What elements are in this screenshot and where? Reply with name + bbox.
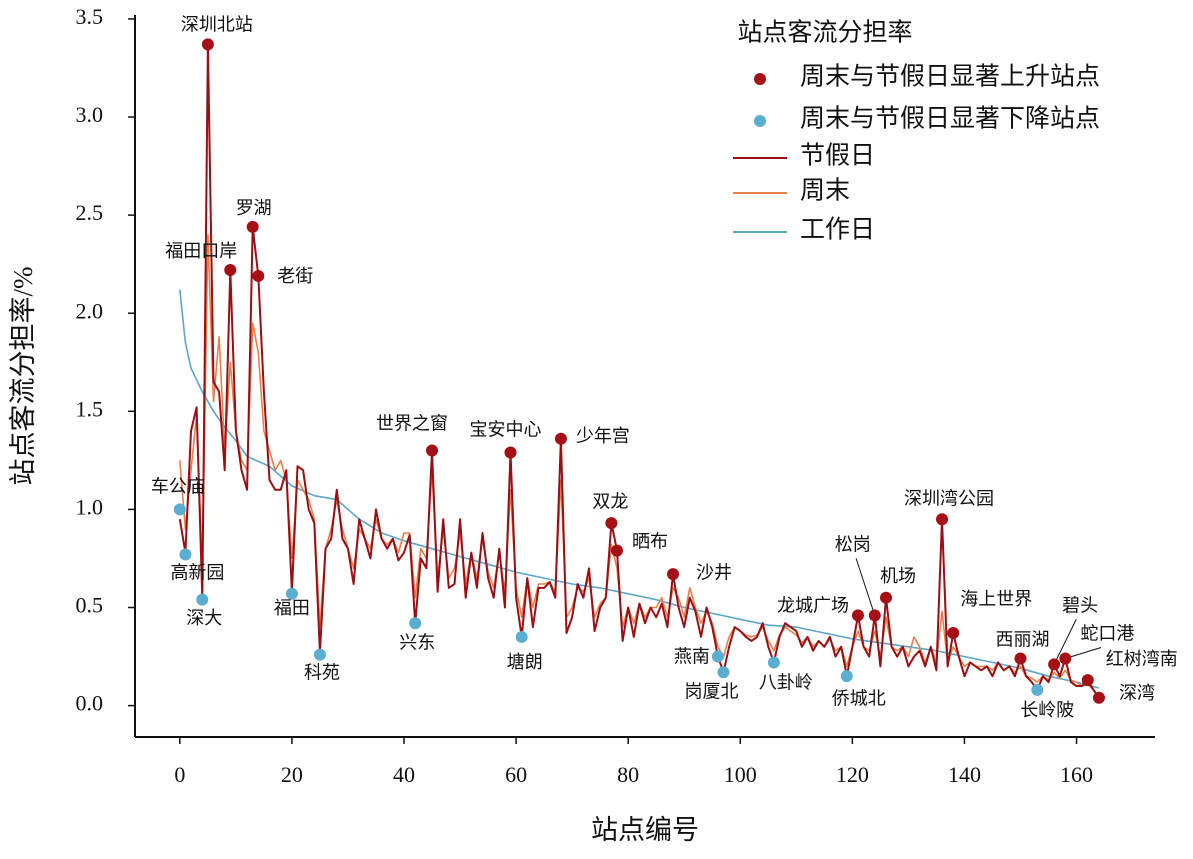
point-label: 罗湖 xyxy=(236,198,272,218)
scatter-point xyxy=(285,587,298,600)
scatter-point xyxy=(868,609,881,622)
y-axis-label: 站点客流分担率/% xyxy=(8,267,38,486)
scatter-point xyxy=(179,548,192,561)
point-label: 老街 xyxy=(277,266,313,286)
x-tick-label: 120 xyxy=(836,762,869,787)
scatter-point xyxy=(252,269,265,282)
x-tick-label: 140 xyxy=(948,762,981,787)
scatter-point xyxy=(1059,652,1072,665)
series-line xyxy=(179,289,1100,689)
leader-line xyxy=(1065,647,1102,659)
y-tick-label: 1.0 xyxy=(76,494,104,519)
point-label: 车公庙 xyxy=(151,477,205,497)
scatter-point xyxy=(711,650,724,663)
legend-label: 节假日 xyxy=(800,142,875,170)
leader-line xyxy=(855,558,876,616)
legend-label: 工作日 xyxy=(800,216,875,244)
scatter-point xyxy=(667,568,680,581)
scatter-point xyxy=(201,38,214,51)
x-tick-label: 160 xyxy=(1060,762,1093,787)
scatter-point xyxy=(196,593,209,606)
legend-label: 周末 xyxy=(800,177,850,205)
legend-marker xyxy=(754,73,766,85)
x-tick-label: 0 xyxy=(174,762,185,787)
y-tick-label: 0.0 xyxy=(76,691,104,716)
point-label: 岗厦北 xyxy=(684,681,738,701)
scatter-point xyxy=(313,648,326,661)
y-tick-label: 3.5 xyxy=(76,4,104,29)
point-label: 兴东 xyxy=(399,632,435,652)
point-label: 晒布 xyxy=(632,532,668,552)
point-label: 双龙 xyxy=(592,491,628,511)
scatter-point xyxy=(515,630,528,643)
x-tick-label: 20 xyxy=(281,762,303,787)
point-label: 机场 xyxy=(880,566,916,586)
point-label: 世界之窗 xyxy=(376,414,448,434)
scatter-point xyxy=(879,591,892,604)
legend-label: 周末与节假日显著下降站点 xyxy=(800,105,1100,133)
scatter-point xyxy=(1048,658,1061,671)
scatter-point xyxy=(504,446,517,459)
y-tick-label: 3.0 xyxy=(76,102,104,127)
y-tick-label: 1.5 xyxy=(76,396,104,421)
y-tick-label: 0.5 xyxy=(76,593,104,618)
legend-title: 站点客流分担率 xyxy=(737,19,912,47)
point-label: 深圳湾公园 xyxy=(904,488,994,508)
x-tick-label: 100 xyxy=(724,762,757,787)
scatter-point xyxy=(767,656,780,669)
scatter-point xyxy=(173,503,186,516)
point-label: 西丽湖 xyxy=(995,630,1049,650)
y-tick-label: 2.5 xyxy=(76,200,104,225)
point-label: 塘朗 xyxy=(507,652,543,672)
scatter-point xyxy=(1092,691,1105,704)
point-label: 长岭陂 xyxy=(1020,700,1074,720)
x-tick-label: 80 xyxy=(617,762,639,787)
point-label: 海上世界 xyxy=(960,589,1032,609)
legend-label: 周末与节假日显著上升站点 xyxy=(800,63,1100,91)
point-label: 侨城北 xyxy=(832,688,886,708)
leader-line xyxy=(1053,619,1077,665)
point-label: 龙城广场 xyxy=(777,595,849,615)
y-tick-label: 2.0 xyxy=(76,298,104,323)
scatter-point xyxy=(717,666,730,679)
point-label: 宝安中心 xyxy=(469,420,541,440)
x-tick-label: 40 xyxy=(393,762,415,787)
scatter-point xyxy=(1081,674,1094,687)
x-axis-label: 站点编号 xyxy=(591,815,699,845)
point-label: 八卦岭 xyxy=(759,673,813,693)
scatter-point xyxy=(605,517,618,530)
scatter-point xyxy=(554,432,567,445)
point-label: 松岗 xyxy=(835,534,871,554)
point-label: 燕南 xyxy=(674,647,710,667)
point-label: 福田 xyxy=(274,598,310,618)
scatter-point xyxy=(936,513,949,526)
scatter-point xyxy=(224,264,237,277)
point-label: 深圳北站 xyxy=(181,15,253,35)
scatter-point xyxy=(426,444,439,457)
point-label: 科苑 xyxy=(304,663,340,683)
scatter-point xyxy=(409,617,422,630)
point-label: 高新园 xyxy=(170,563,224,583)
scatter-point xyxy=(246,220,259,233)
legend-marker xyxy=(754,115,766,127)
point-label: 福田口岸 xyxy=(165,241,237,261)
point-label: 深大 xyxy=(186,608,222,628)
point-label: 深湾 xyxy=(1119,683,1155,703)
scatter-point xyxy=(947,627,960,640)
point-label: 蛇口港 xyxy=(1080,624,1134,644)
point-label: 沙井 xyxy=(696,562,732,582)
scatter-point xyxy=(840,670,853,683)
scatter-point xyxy=(610,544,623,557)
series-line xyxy=(178,43,1100,699)
scatter-point xyxy=(1014,652,1027,665)
series-line xyxy=(179,233,1100,697)
x-tick-label: 60 xyxy=(505,762,527,787)
point-label: 少年宫 xyxy=(576,426,630,446)
scatter-point xyxy=(851,609,864,622)
scatter-point xyxy=(1031,683,1044,696)
point-label: 碧头 xyxy=(1062,596,1098,616)
point-label: 红树湾南 xyxy=(1106,649,1178,669)
